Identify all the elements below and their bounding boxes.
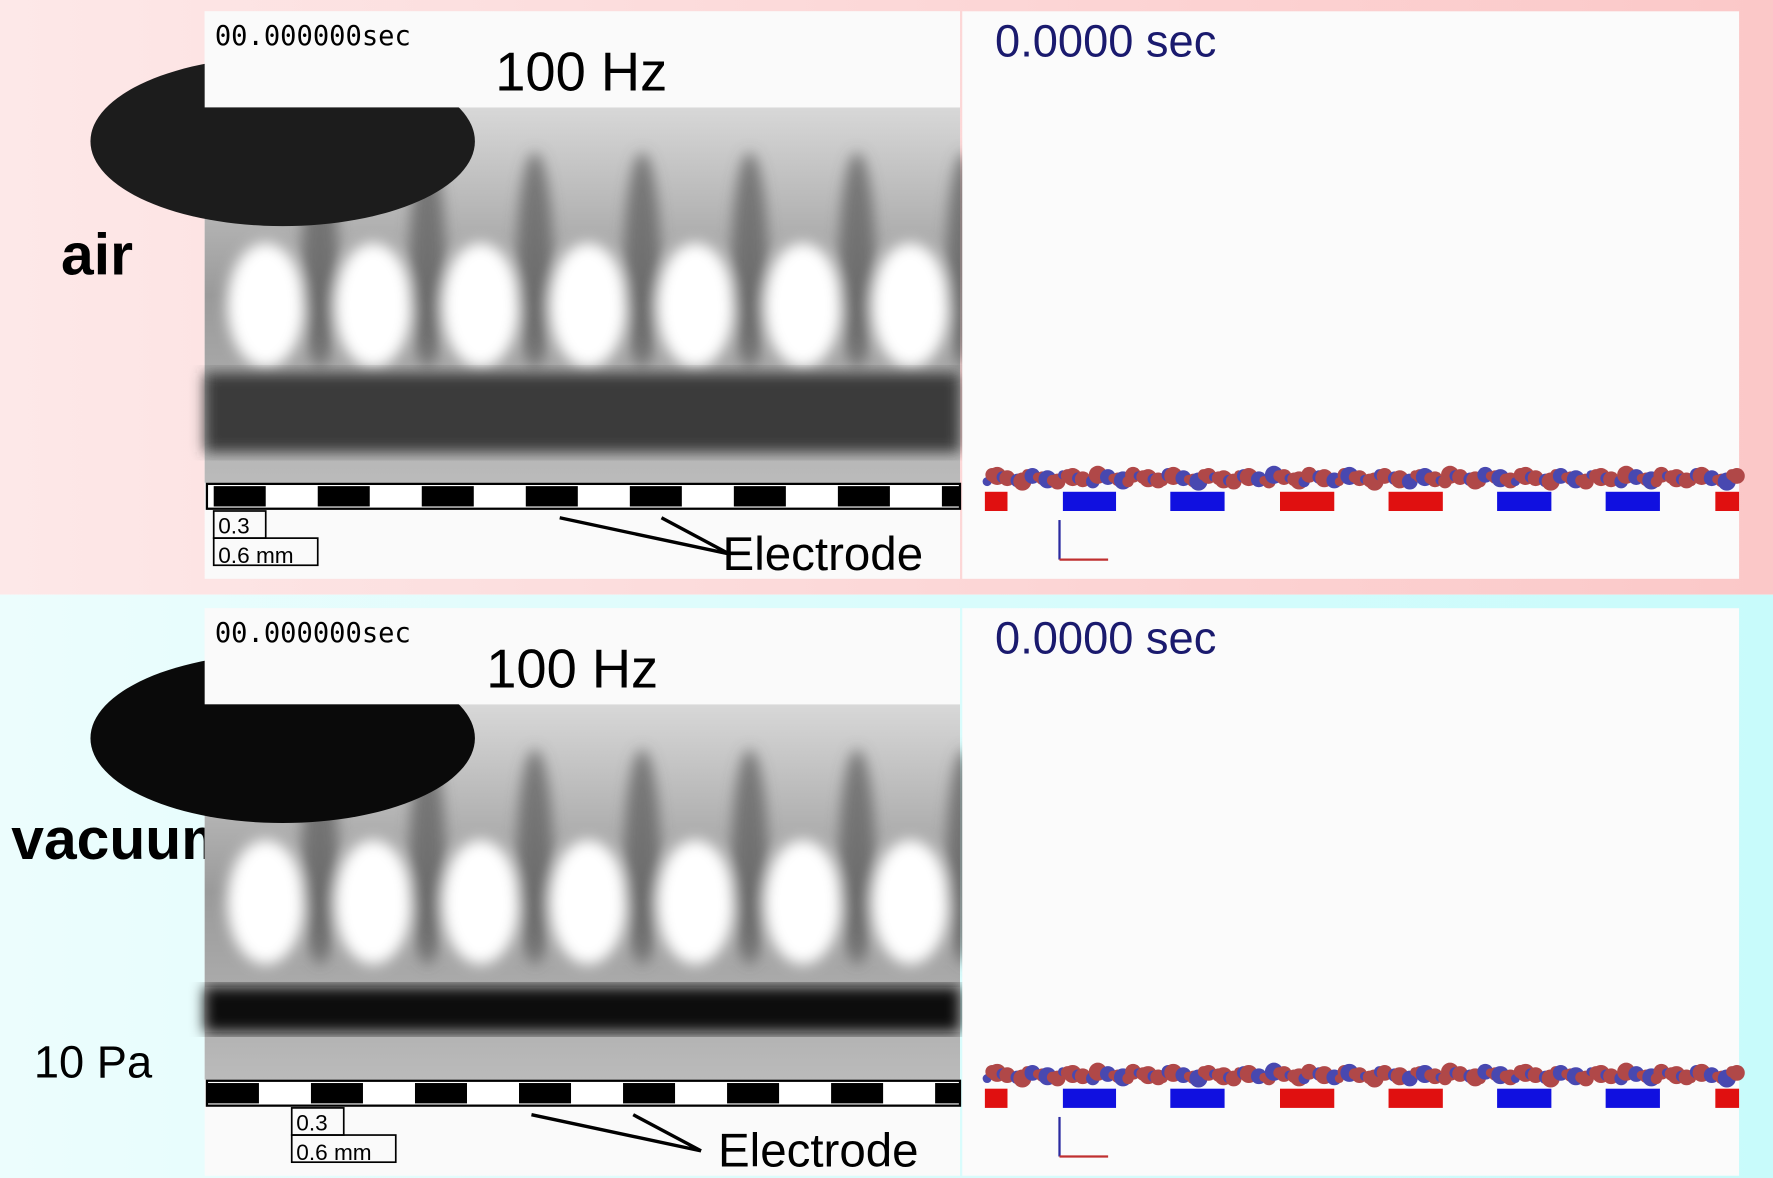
dark-column bbox=[516, 749, 553, 965]
dark-column bbox=[624, 152, 661, 368]
panel: vacuum 10 Pa 0.3 0.6 mm Electrode 00.000000se… bbox=[11, 608, 1745, 1178]
sim-electrode bbox=[1170, 1088, 1225, 1108]
photo-mask bbox=[204, 608, 960, 705]
bright-column bbox=[871, 839, 949, 965]
scale-large: 0.6 mm bbox=[296, 1140, 371, 1165]
sim-electrode bbox=[1279, 491, 1335, 511]
sim-electrode bbox=[1715, 1088, 1740, 1108]
electrode-block bbox=[310, 1083, 363, 1104]
electrode-block bbox=[525, 486, 578, 507]
electrode-block bbox=[629, 486, 682, 507]
sim-electrode bbox=[1388, 491, 1443, 511]
scale-small: 0.3 bbox=[296, 1111, 327, 1136]
annotation-arrow bbox=[559, 516, 731, 556]
photo-features bbox=[227, 152, 983, 368]
bright-column bbox=[764, 243, 842, 368]
scale-large: 0.6 mm bbox=[218, 543, 293, 568]
sim-electrode bbox=[1062, 491, 1117, 511]
electrode-block bbox=[421, 486, 474, 507]
dark-column bbox=[624, 749, 661, 965]
simulation-time: 0.0000 sec bbox=[995, 612, 1216, 663]
bright-column bbox=[227, 243, 305, 368]
particle-layer bbox=[204, 986, 960, 1033]
electrode-block bbox=[837, 486, 890, 507]
medium-label: air bbox=[61, 223, 133, 288]
dark-column bbox=[409, 152, 446, 368]
bright-column bbox=[656, 839, 734, 965]
dark-column bbox=[731, 749, 768, 965]
sim-electrode bbox=[1605, 491, 1660, 511]
particle-layer bbox=[204, 373, 960, 453]
bright-column bbox=[442, 243, 520, 368]
sim-electrode bbox=[1605, 1088, 1660, 1108]
electrode-block bbox=[206, 1083, 259, 1104]
scale-box bbox=[290, 1134, 397, 1164]
electrode-block bbox=[733, 486, 786, 507]
bright-column bbox=[871, 243, 949, 368]
simulation-time: 0.0000 sec bbox=[995, 16, 1216, 67]
scale-small: 0.3 bbox=[218, 514, 249, 539]
bright-column bbox=[227, 839, 305, 965]
sim-particle bbox=[1728, 1064, 1745, 1081]
photo-mask bbox=[204, 11, 960, 108]
bright-column bbox=[764, 839, 842, 965]
dark-column bbox=[839, 152, 876, 368]
annotation: Electrode bbox=[723, 528, 924, 581]
bright-column bbox=[549, 243, 627, 368]
bright-column bbox=[442, 839, 520, 965]
pressure-label: 10 Pa bbox=[34, 1036, 153, 1087]
sim-electrode bbox=[984, 491, 1008, 511]
electrode-block bbox=[519, 1083, 572, 1104]
frequency: 100 Hz bbox=[486, 638, 658, 699]
electrode-block bbox=[623, 1083, 676, 1104]
medium-label: vacuum bbox=[11, 807, 233, 872]
dark-column bbox=[409, 749, 446, 965]
sim-electrode bbox=[984, 1088, 1008, 1108]
electrode-block bbox=[727, 1083, 780, 1104]
electrode-block bbox=[941, 486, 960, 507]
bright-column bbox=[334, 839, 412, 965]
annotation-arrow bbox=[531, 1113, 702, 1153]
annotation: Electrode bbox=[718, 1125, 919, 1178]
electrode-block bbox=[317, 486, 370, 507]
sim-particle bbox=[1728, 468, 1745, 484]
bright-column bbox=[549, 839, 627, 965]
bright-column bbox=[656, 243, 734, 368]
electrode-block bbox=[935, 1083, 960, 1104]
sim-electrode bbox=[1170, 491, 1225, 511]
timestamp: 00.000000sec bbox=[215, 21, 411, 52]
sim-electrode bbox=[1497, 491, 1552, 511]
bright-column bbox=[334, 243, 412, 368]
scale-box bbox=[212, 537, 319, 567]
electrode-block bbox=[831, 1083, 884, 1104]
sim-electrode bbox=[1715, 491, 1740, 511]
electrode-block bbox=[414, 1083, 467, 1104]
electrode-block bbox=[213, 486, 266, 507]
dark-column bbox=[839, 749, 876, 965]
dark-column bbox=[731, 152, 768, 368]
sim-electrode bbox=[1062, 1088, 1117, 1108]
frequency: 100 Hz bbox=[495, 41, 667, 102]
sim-electrode bbox=[1279, 1088, 1335, 1108]
panel: air 0.3 0.6 mm Electrode 00.000000sec 100 Hz 0… bbox=[61, 11, 1745, 581]
sim-electrode bbox=[1388, 1088, 1443, 1108]
timestamp: 00.000000sec bbox=[215, 618, 411, 649]
sim-electrode bbox=[1497, 1088, 1552, 1108]
dark-column bbox=[516, 152, 553, 368]
